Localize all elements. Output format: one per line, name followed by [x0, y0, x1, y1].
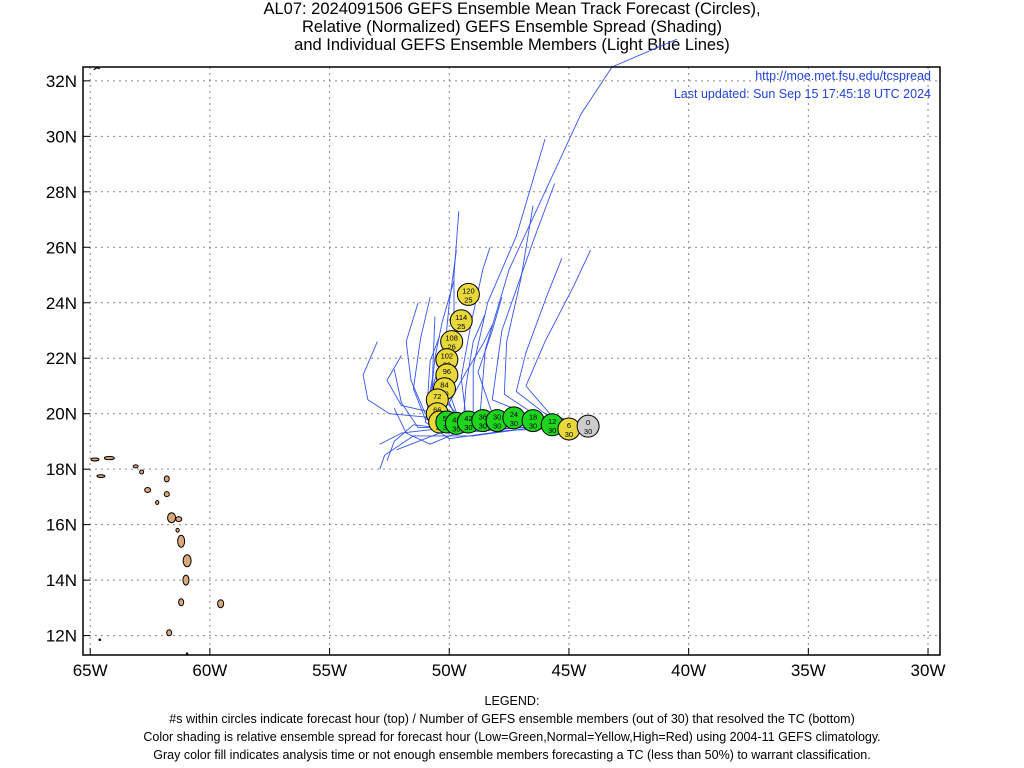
forecast-hour-label: 114 [455, 313, 467, 322]
member-count-label: 30 [493, 422, 501, 431]
lon-tick-label: 65W [73, 661, 108, 680]
island [163, 475, 170, 483]
island [167, 512, 177, 524]
legend-line-2: Color shading is relative ensemble sprea… [143, 730, 881, 744]
lat-tick-label: 32N [46, 72, 77, 91]
forecast-circle [576, 414, 600, 438]
forecast-hour-label: 18 [529, 413, 537, 422]
member-count-label: 25 [457, 322, 465, 331]
forecast-hour-label: 24 [510, 410, 518, 419]
lat-tick-label: 24N [46, 294, 77, 313]
map-frame [82, 66, 941, 656]
forecast-hour-label: 0 [586, 418, 590, 427]
island [90, 457, 100, 462]
island [163, 491, 170, 498]
member-track [477, 297, 589, 429]
island [182, 554, 192, 568]
legend-line-1: #s within circles indicate forecast hour… [169, 712, 855, 726]
legend-heading: LEGEND: [484, 694, 540, 708]
lon-tick-label: 40W [671, 661, 706, 680]
lon-tick-label: 55W [312, 661, 347, 680]
member-track [491, 183, 589, 429]
lon-tick-label: 50W [432, 661, 467, 680]
forecast-hour-label: 48 [452, 415, 460, 424]
lon-tick-label: 60W [192, 661, 227, 680]
coast-stub [93, 67, 100, 71]
lon-tick-label: 45W [551, 661, 586, 680]
ensemble-member-tracks [362, 38, 677, 470]
lat-tick-label: 12N [46, 627, 77, 646]
lat-tick-label: 16N [46, 516, 77, 535]
island [175, 516, 183, 523]
forecast-hour-label: 12 [548, 417, 556, 426]
lon-tick-label: 35W [791, 661, 826, 680]
forecast-hour-label: 102 [441, 352, 454, 361]
track-map: 1202511425108261022896308430723066306030… [46, 38, 946, 680]
member-track [515, 258, 589, 429]
forecast-hour-label: 36 [479, 413, 487, 422]
forecast-hour-label: 84 [440, 381, 448, 390]
mean-track-circles: 1202511425108261022896308430723066306030… [425, 282, 600, 441]
island [175, 527, 180, 533]
title-line-3: and Individual GEFS Ensemble Members (Li… [294, 36, 730, 54]
island [178, 598, 185, 607]
member-count-label: 30 [529, 422, 537, 431]
lat-tick-label: 22N [46, 349, 77, 368]
graticule [83, 67, 940, 655]
member-track [503, 205, 589, 429]
forecast-hour-label: 120 [462, 286, 475, 295]
member-track [525, 249, 591, 429]
legend-line-3: Gray color fill indicates analysis time … [153, 748, 871, 762]
member-count-label: 25 [464, 295, 472, 304]
member-count-label: 30 [565, 430, 573, 439]
lat-tick-label: 30N [46, 127, 77, 146]
forecast-hour-label: 42 [464, 414, 472, 423]
island [182, 574, 190, 586]
forecast-hour-label: 96 [443, 367, 451, 376]
member-count-label: 30 [584, 427, 592, 436]
island [217, 599, 225, 609]
island [139, 469, 145, 475]
lat-tick-label: 14N [46, 571, 77, 590]
islet [185, 652, 189, 655]
forecast-hour-label: 30 [493, 413, 501, 422]
member-count-label: 26 [447, 343, 455, 352]
island [166, 629, 173, 637]
lat-tick-label: 26N [46, 238, 77, 257]
forecast-circle [456, 282, 480, 306]
forecast-hour-label: 72 [433, 392, 441, 401]
lat-tick-label: 18N [46, 460, 77, 479]
island [132, 464, 139, 469]
source-url[interactable]: http://moe.met.fsu.edu/tcspread [755, 69, 931, 83]
member-track [472, 138, 589, 429]
legend: LEGEND: #s within circles indicate forec… [0, 692, 1024, 764]
member-count-label: 30 [479, 422, 487, 431]
chart-title: AL07: 2024091506 GEFS Ensemble Mean Trac… [0, 0, 1024, 54]
member-count-label: 30 [510, 419, 518, 428]
title-line-1: AL07: 2024091506 GEFS Ensemble Mean Trac… [263, 0, 761, 18]
lon-tick-label: 30W [911, 661, 946, 680]
title-line-2: Relative (Normalized) GEFS Ensemble Spre… [301, 18, 722, 36]
forecast-hour-label: 108 [445, 334, 458, 343]
caribbean-islands [90, 67, 225, 655]
forecast-hour-label: 66 [433, 406, 441, 415]
member-count-label: 30 [452, 424, 460, 433]
forecast-circle [449, 309, 473, 333]
island [96, 474, 106, 479]
member-track [479, 38, 677, 429]
last-updated: Last updated: Sun Sep 15 17:45:18 UTC 20… [673, 87, 931, 101]
forecast-hour-label: 6 [567, 421, 571, 430]
member-count-label: 30 [548, 426, 556, 435]
lat-tick-label: 28N [46, 183, 77, 202]
member-count-label: 30 [464, 423, 472, 432]
lat-tick-label: 20N [46, 405, 77, 424]
island [144, 486, 152, 493]
axis-ticks: 65W 60W 55W 50W 45W 40W 35W 30W 12N 14N 16N 18N 20N 2… [46, 72, 946, 680]
island [177, 534, 186, 548]
islet [98, 638, 102, 642]
island [155, 499, 160, 505]
island [103, 455, 115, 461]
